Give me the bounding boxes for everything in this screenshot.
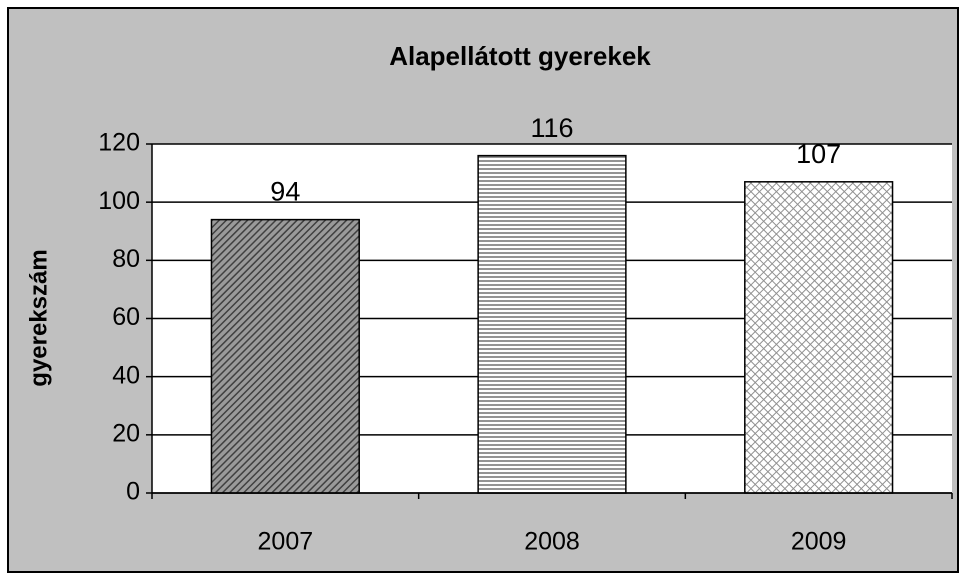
data-label: 116 <box>530 113 573 143</box>
bar <box>477 154 627 494</box>
y-tick-label: 0 <box>126 478 140 506</box>
data-label: 107 <box>796 139 841 169</box>
y-tick-label: 100 <box>98 187 140 215</box>
y-tick-label: 80 <box>112 245 140 273</box>
y-tick-label: 120 <box>98 129 140 157</box>
bar <box>744 181 894 494</box>
y-tick-label: 20 <box>112 419 140 447</box>
x-tick-label: 2009 <box>791 528 847 556</box>
chart-title: Alapellátott gyerekek <box>389 41 651 71</box>
y-axis-label: gyerekszám <box>25 249 52 386</box>
bar <box>210 218 360 494</box>
data-label: 94 <box>270 177 300 207</box>
x-tick-label: 2008 <box>524 528 580 556</box>
y-tick-label: 60 <box>112 303 140 331</box>
x-tick-label: 2007 <box>258 528 314 556</box>
y-tick-label: 40 <box>112 361 140 389</box>
